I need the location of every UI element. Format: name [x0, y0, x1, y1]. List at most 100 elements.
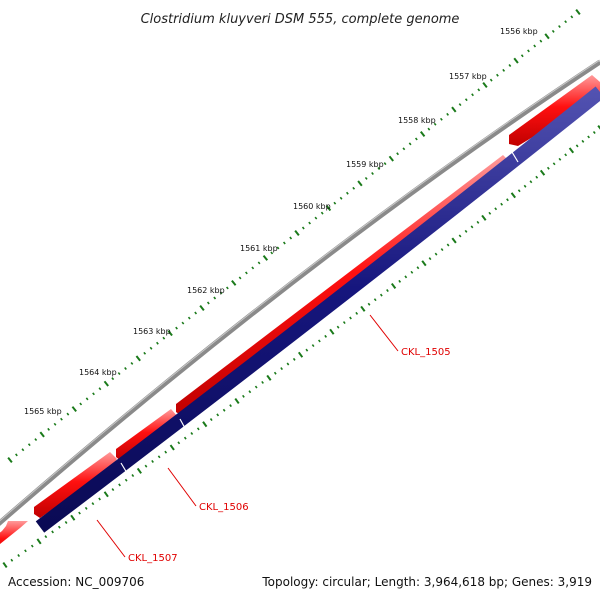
outer-scale-major-tick: [167, 330, 173, 337]
inner-scale-minor-tick: [404, 275, 408, 279]
inner-scale-minor-tick: [581, 139, 585, 143]
inner-scale-minor-tick: [428, 257, 432, 261]
outer-scale-minor-tick: [53, 422, 57, 426]
inner-scale-minor-tick: [373, 298, 377, 302]
inner-scale-major-tick: [329, 328, 335, 335]
inner-scale-minor-tick: [523, 184, 527, 188]
inner-scale-minor-tick: [164, 450, 168, 454]
forward-gene-ckl-1508: [0, 521, 28, 544]
inner-scale-minor-tick: [64, 521, 68, 524]
outer-scale-minor-tick: [458, 103, 462, 107]
inner-scale-major-tick: [36, 538, 42, 545]
inner-scale-minor-tick: [410, 270, 414, 274]
outer-scale-major-tick: [419, 131, 426, 138]
outer-scale-minor-tick: [47, 427, 51, 431]
leader-ckl-1505: [369, 314, 399, 352]
outer-scale-minor-tick: [92, 392, 95, 396]
outer-scale-major-tick: [199, 305, 205, 311]
outer-scale-minor-tick: [245, 271, 248, 275]
inner-scale-minor-tick: [151, 460, 154, 463]
outer-scale-minor-tick: [98, 387, 102, 391]
tick-label-1563: 1563 kbp: [133, 327, 171, 336]
outer-scale-minor-tick: [162, 336, 166, 340]
inner-scale-minor-tick: [286, 362, 290, 366]
inner-scale-minor-tick: [587, 135, 591, 139]
outer-scale-labels: 1556 kbp 1557 kbp 1558 kbp 1559 kbp 1560…: [24, 27, 538, 416]
outer-scale-minor-tick: [320, 211, 324, 215]
outer-scale-minor-tick: [60, 417, 63, 421]
leader-ckl-1506: [167, 467, 197, 507]
inner-scale-minor-tick: [575, 144, 579, 148]
inner-scale-minor-tick: [44, 535, 48, 539]
inner-scale-minor-tick: [464, 229, 468, 233]
inner-scale-minor-tick: [229, 404, 232, 408]
gene-label-ckl-1507: CKL_1507: [128, 553, 178, 564]
outer-scale-minor-tick: [352, 186, 356, 190]
outer-scale-minor-tick: [257, 261, 261, 265]
inner-scale-minor-tick: [222, 408, 226, 412]
inner-scale-minor-tick: [470, 225, 474, 229]
outer-scale-minor-tick: [496, 73, 499, 77]
inner-scale-minor-tick: [242, 394, 245, 398]
gene-label-leaders: [96, 314, 399, 558]
outer-scale-major-tick: [135, 355, 141, 362]
inner-scale-minor-tick: [398, 279, 402, 283]
inner-scale-major-tick: [297, 351, 304, 358]
gene-label-ckl-1506: CKL_1506: [199, 502, 249, 513]
inner-scale-minor-tick: [552, 162, 556, 166]
outer-scale-minor-tick: [551, 29, 555, 33]
outer-scale-minor-tick: [564, 20, 568, 24]
inner-scale-major-tick: [202, 421, 208, 428]
tick-label-1559: 1559 kbp: [346, 160, 384, 169]
inner-scale-minor-tick: [494, 207, 498, 211]
inner-scale-major-tick: [103, 491, 109, 498]
outer-scale-major-tick: [39, 431, 45, 438]
inner-scale-major-tick: [568, 147, 575, 154]
outer-scale-minor-tick: [251, 266, 255, 270]
outer-scale-minor-tick: [502, 68, 506, 72]
outer-scale-major-tick: [103, 380, 109, 387]
reverse-gap-2: [179, 418, 187, 431]
inner-scale-minor-tick: [10, 558, 14, 562]
outer-scale-major-tick: [544, 33, 550, 40]
outer-scale-minor-tick: [439, 117, 443, 121]
reverse-strand-band-edge: [35, 86, 600, 533]
inner-scale-minor-tick: [98, 497, 101, 501]
inner-scale-major-tick: [266, 374, 272, 381]
tick-label-1560: 1560 kbp: [293, 202, 331, 211]
outer-scale-minor-tick: [282, 241, 286, 245]
inner-scale-minor-tick: [177, 441, 181, 445]
outer-scale-minor-tick: [156, 341, 159, 345]
inner-scale-minor-tick: [24, 549, 27, 553]
inner-scale-minor-tick: [517, 189, 521, 193]
inner-scale-minor-tick: [124, 478, 128, 482]
inner-scale-major-tick: [510, 192, 516, 199]
outer-scale-minor-tick: [117, 372, 121, 376]
outer-scale-minor-tick: [194, 311, 198, 315]
inner-scale-minor-tick: [386, 289, 389, 293]
genome-summary-text: Topology: circular; Length: 3,964,618 bp…: [261, 575, 592, 589]
outer-scale-major-tick: [294, 230, 300, 236]
inner-scale-minor-tick: [144, 464, 148, 468]
inner-scale-minor-tick: [535, 175, 539, 179]
outer-scale-minor-tick: [377, 167, 381, 171]
outer-scale-minor-tick: [314, 216, 318, 220]
inner-scale-major-tick: [390, 282, 397, 289]
outer-scale-minor-tick: [489, 78, 493, 82]
outer-scale-minor-tick: [34, 438, 38, 442]
outer-scale-minor-tick: [301, 226, 305, 230]
outer-scale-minor-tick: [427, 127, 431, 131]
tick-label-1561: 1561 kbp: [240, 244, 278, 253]
inner-scale-major-tick: [136, 467, 142, 474]
outer-scale-minor-tick: [414, 137, 418, 141]
outer-scale-minor-tick: [124, 367, 127, 370]
outer-scale-minor-tick: [471, 93, 474, 97]
outer-scale-major-tick: [325, 205, 332, 212]
outer-scale-major-tick: [71, 406, 77, 413]
inner-scale-minor-tick: [183, 436, 187, 440]
outer-scale-major-tick: [575, 9, 581, 15]
inner-scale-minor-tick: [324, 334, 328, 338]
inner-scale-minor-tick: [336, 325, 340, 329]
inner-scale-minor-tick: [196, 427, 200, 431]
